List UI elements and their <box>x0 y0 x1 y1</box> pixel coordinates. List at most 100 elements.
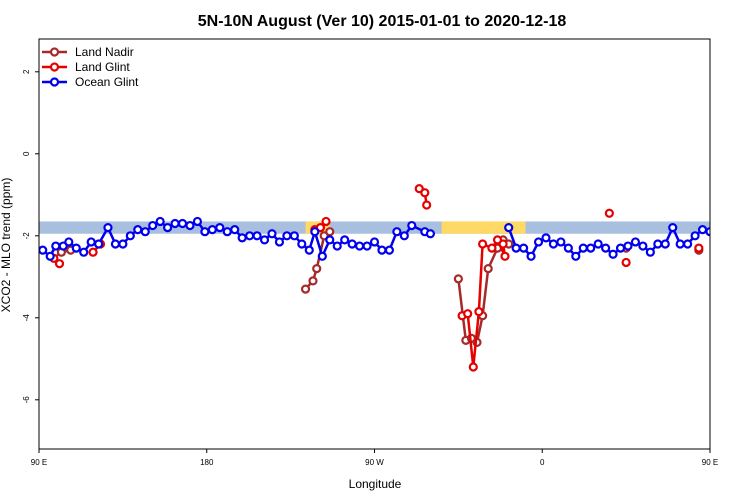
land-nadir-point <box>312 264 322 274</box>
ocean-glint-point <box>51 241 61 251</box>
land-glint-point <box>463 309 473 319</box>
ocean-glint-point <box>369 237 380 247</box>
ocean-glint-point <box>714 222 721 229</box>
ocean-glint-point <box>638 241 648 251</box>
ocean-glint-point <box>354 241 365 251</box>
ocean-glint-point <box>140 227 150 237</box>
ocean-glint-point <box>125 231 135 241</box>
legend-swatch-marker <box>49 77 60 87</box>
ocean-glint-point <box>519 243 529 253</box>
x-tick-label: 90 W <box>365 458 384 467</box>
x-tick-label: 90 E <box>702 458 718 467</box>
ocean-glint-point <box>347 239 357 249</box>
x-axis-label: Longitude <box>349 477 402 491</box>
legend-swatch-marker <box>49 47 60 57</box>
ocean-glint-point <box>177 218 188 229</box>
y-axis: 2 0 -2 -4 -6 <box>22 69 39 403</box>
ocean-glint-point <box>274 237 285 247</box>
ocean-glint-point <box>571 251 581 261</box>
ocean-glint-point <box>668 223 678 233</box>
ocean-glint-point <box>392 227 402 237</box>
ocean-glint-point <box>79 247 89 257</box>
ocean-glint-point <box>45 251 55 261</box>
ocean-glint-point <box>623 241 633 251</box>
land-nadir-point <box>308 276 318 286</box>
land-highlight-1 <box>441 221 526 234</box>
ocean-glint-point <box>133 225 143 235</box>
ocean-glint-point <box>377 245 387 255</box>
land-glint-point <box>321 216 331 227</box>
ocean-glint-point <box>230 225 240 235</box>
ocean-glint-point <box>578 243 588 253</box>
ocean-glint-point <box>705 227 710 237</box>
plot-area <box>39 184 736 372</box>
land-nadir-point <box>325 227 335 237</box>
land-glint-point <box>604 208 614 218</box>
ocean-glint-point <box>511 243 521 253</box>
ocean-glint-point <box>304 245 314 255</box>
ocean-glint-point <box>526 251 536 261</box>
legend-item-land-nadir: Land Nadir <box>42 45 134 59</box>
ocean-glint-point <box>163 223 173 233</box>
ocean-glint-point <box>332 241 342 251</box>
x-tick-label: 90 E <box>31 458 47 467</box>
ocean-glint-point <box>148 220 158 231</box>
land-glint-point <box>621 257 631 268</box>
ocean-glint-point <box>185 220 195 231</box>
series-land-glint <box>49 184 704 372</box>
ocean-glint-point <box>593 239 603 249</box>
land-glint-point <box>54 259 65 269</box>
ocean-glint-point <box>103 223 113 233</box>
ocean-glint-point <box>86 237 96 247</box>
land-glint-point <box>468 362 478 372</box>
y-axis-label: XCO2 - MLO trend (ppm) <box>0 178 13 313</box>
land-glint-point <box>500 251 510 261</box>
ocean-glint-point <box>245 231 255 241</box>
ocean-glint-point <box>653 239 663 249</box>
ocean-glint-point <box>541 233 551 243</box>
ocean-glint-point <box>586 243 596 253</box>
ocean-glint-point <box>71 243 81 253</box>
ocean-glint-point <box>683 239 693 249</box>
ocean-glint-point <box>601 243 611 253</box>
ocean-glint-point <box>340 235 350 245</box>
ocean-glint-point <box>675 239 685 249</box>
ocean-glint-point <box>556 237 566 247</box>
ocean-glint-point <box>118 239 128 249</box>
ocean-glint-point <box>317 251 327 261</box>
ocean-glint-point <box>384 245 395 255</box>
ocean-glint-point <box>630 237 641 247</box>
ocean-glint-point <box>407 220 417 231</box>
ocean-glint-point <box>289 231 299 241</box>
series-ocean-glint <box>39 216 736 261</box>
x-tick-label: 180 <box>200 458 214 467</box>
ocean-glint-point <box>548 239 559 249</box>
y-tick-label: 0 <box>22 151 31 156</box>
land-glint-point <box>694 243 704 253</box>
ocean-glint-point <box>282 231 292 241</box>
ocean-glint-point <box>64 237 74 247</box>
ocean-glint-point <box>563 243 573 253</box>
y-tick-label: 2 <box>22 69 31 74</box>
ocean-glint-point <box>615 243 626 253</box>
ocean-glint-point <box>110 239 121 249</box>
legend-swatch-marker <box>49 62 60 72</box>
ocean-glint-point <box>729 224 736 231</box>
ocean-glint-point <box>155 216 165 227</box>
y-tick-label: -2 <box>22 232 31 240</box>
ocean-glint-point <box>267 229 277 239</box>
land-glint-point <box>498 239 508 249</box>
x-tick-label: 0 <box>540 458 545 467</box>
legend-label: Land Nadir <box>75 45 134 59</box>
land-glint-point <box>420 188 430 198</box>
ocean-glint-point <box>39 245 48 255</box>
ocean-glint-point <box>645 247 655 257</box>
ocean-glint-point <box>721 216 728 223</box>
land-glint-point <box>474 307 484 317</box>
land-glint-point <box>88 247 98 257</box>
ocean-glint-point <box>222 227 232 237</box>
ocean-glint-point <box>170 218 180 229</box>
ocean-glint-point <box>608 249 618 259</box>
